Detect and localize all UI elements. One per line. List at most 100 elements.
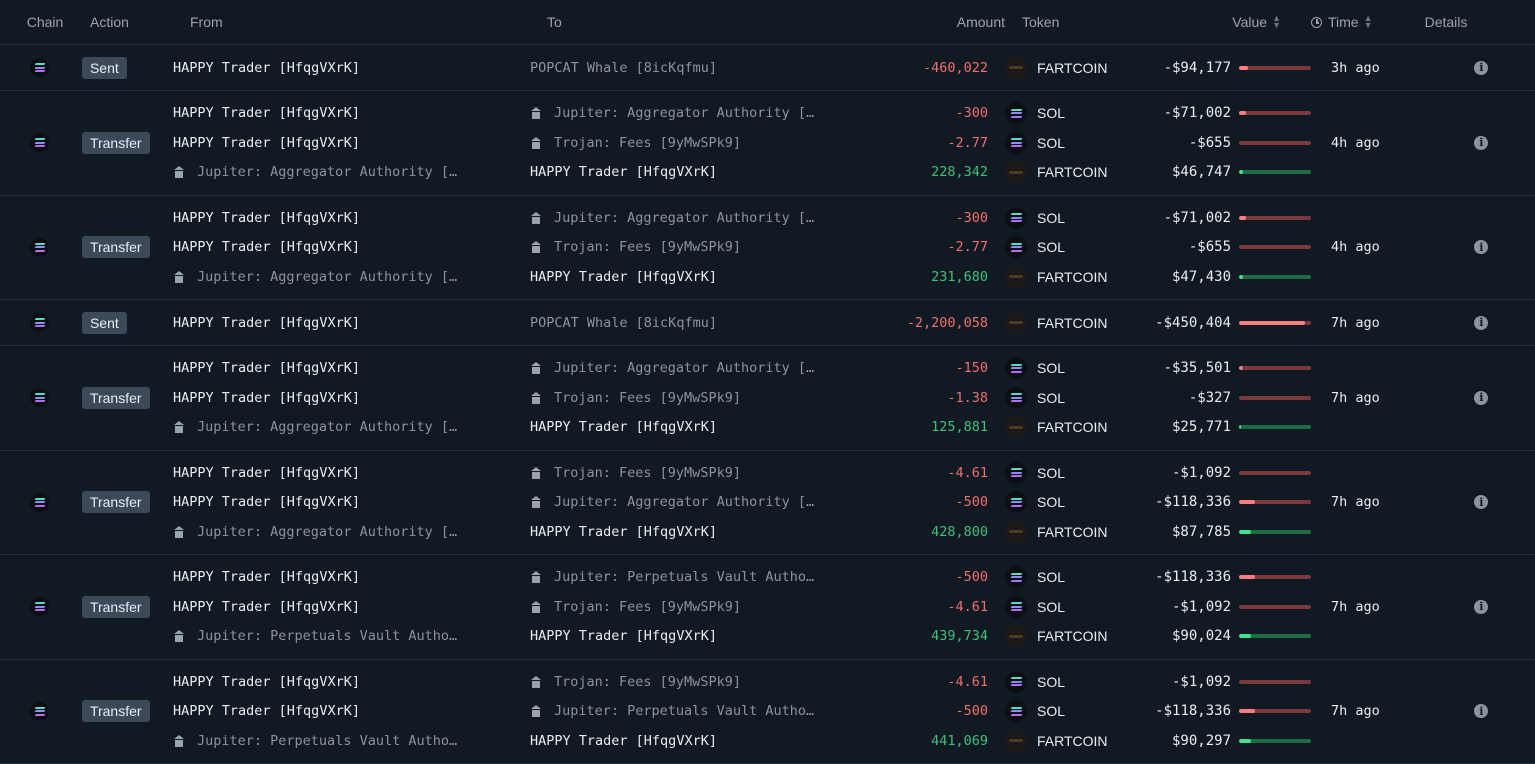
token[interactable]: SOL (988, 461, 1138, 484)
to-label[interactable]: HAPPY Trader [HfqgVXrK] (530, 419, 717, 436)
header-action[interactable]: Action (90, 14, 190, 30)
from-label[interactable]: Jupiter: Perpetuals Vault Autho… (197, 732, 458, 749)
token[interactable]: SOL (988, 566, 1138, 589)
to-label[interactable]: POPCAT Whale [8icKqfmu] (530, 314, 717, 331)
from-label[interactable]: HAPPY Trader [HfqgVXrK] (173, 239, 360, 256)
table-row[interactable]: Transfer HAPPY Trader [HfqgVXrK] Jupiter: … (0, 555, 1535, 660)
to-address[interactable]: HAPPY Trader [HfqgVXrK] (530, 269, 848, 285)
from-label[interactable]: HAPPY Trader [HfqgVXrK] (173, 209, 360, 226)
header-from[interactable]: From (190, 14, 547, 30)
to-address[interactable]: Jupiter: Perpetuals Vault Autho… (530, 703, 848, 719)
token[interactable]: SOL (988, 491, 1138, 514)
from-address[interactable]: HAPPY Trader [HfqgVXrK] (173, 674, 530, 690)
to-label[interactable]: Jupiter: Perpetuals Vault Autho… (554, 703, 815, 720)
from-label[interactable]: HAPPY Trader [HfqgVXrK] (173, 134, 360, 151)
from-address[interactable]: HAPPY Trader [HfqgVXrK] (173, 315, 530, 331)
to-address[interactable]: HAPPY Trader [HfqgVXrK] (530, 628, 848, 644)
from-address[interactable]: HAPPY Trader [HfqgVXrK] (173, 390, 530, 406)
to-label[interactable]: HAPPY Trader [HfqgVXrK] (530, 268, 717, 285)
from-address[interactable]: Jupiter: Perpetuals Vault Autho… (173, 628, 530, 644)
token[interactable]: FARTCOIN (988, 520, 1138, 543)
to-address[interactable]: Trojan: Fees [9yMwSPk9] (530, 239, 848, 255)
to-label[interactable]: Trojan: Fees [9yMwSPk9] (554, 134, 741, 151)
from-label[interactable]: HAPPY Trader [HfqgVXrK] (173, 703, 360, 720)
from-address[interactable]: Jupiter: Aggregator Authority [… (173, 164, 530, 180)
info-icon[interactable]: i (1474, 704, 1489, 719)
info-icon[interactable]: i (1474, 599, 1489, 614)
info-icon[interactable]: i (1474, 240, 1489, 255)
action-badge[interactable]: Transfer (81, 700, 150, 723)
to-label[interactable]: Jupiter: Perpetuals Vault Autho… (554, 569, 815, 586)
to-address[interactable]: HAPPY Trader [HfqgVXrK] (530, 419, 848, 435)
action-badge[interactable]: Transfer (81, 386, 150, 409)
to-address[interactable]: Jupiter: Aggregator Authority [… (530, 105, 848, 121)
token[interactable]: FARTCOIN (988, 311, 1138, 334)
to-address[interactable]: Jupiter: Perpetuals Vault Autho… (530, 569, 848, 585)
from-address[interactable]: HAPPY Trader [HfqgVXrK] (173, 239, 530, 255)
to-label[interactable]: Trojan: Fees [9yMwSPk9] (554, 598, 741, 615)
info-icon[interactable]: i (1474, 60, 1489, 75)
token[interactable]: SOL (988, 357, 1138, 380)
from-address[interactable]: HAPPY Trader [HfqgVXrK] (173, 210, 530, 226)
from-label[interactable]: HAPPY Trader [HfqgVXrK] (173, 105, 360, 122)
header-to[interactable]: To (547, 14, 865, 30)
from-address[interactable]: Jupiter: Aggregator Authority [… (173, 419, 530, 435)
sort-icon[interactable]: ▲ ▼ (1363, 13, 1373, 30)
from-address[interactable]: HAPPY Trader [HfqgVXrK] (173, 599, 530, 615)
token[interactable]: FARTCOIN (988, 416, 1138, 439)
table-row[interactable]: Transfer HAPPY Trader [HfqgVXrK] Jupiter: … (0, 196, 1535, 300)
to-label[interactable]: HAPPY Trader [HfqgVXrK] (530, 164, 717, 181)
to-address[interactable]: POPCAT Whale [8icKqfmu] (530, 60, 848, 76)
from-address[interactable]: Jupiter: Aggregator Authority [… (173, 524, 530, 540)
from-address[interactable]: HAPPY Trader [HfqgVXrK] (173, 135, 530, 151)
from-label[interactable]: Jupiter: Perpetuals Vault Autho… (197, 628, 458, 645)
from-label[interactable]: HAPPY Trader [HfqgVXrK] (173, 598, 360, 615)
to-label[interactable]: POPCAT Whale [8icKqfmu] (530, 59, 717, 76)
token[interactable]: FARTCOIN (988, 729, 1138, 752)
token[interactable]: FARTCOIN (988, 625, 1138, 648)
from-label[interactable]: HAPPY Trader [HfqgVXrK] (173, 464, 360, 481)
action-badge[interactable]: Sent (81, 311, 127, 334)
action-badge[interactable]: Transfer (81, 236, 150, 259)
token[interactable]: FARTCOIN (988, 265, 1138, 288)
to-label[interactable]: Jupiter: Aggregator Authority [… (554, 494, 815, 511)
to-label[interactable]: Jupiter: Aggregator Authority [… (554, 209, 815, 226)
table-row[interactable]: Transfer HAPPY Trader [HfqgVXrK] Trojan: F… (0, 660, 1535, 764)
action-badge[interactable]: Transfer (81, 131, 150, 154)
token[interactable]: FARTCOIN (988, 161, 1138, 184)
from-label[interactable]: HAPPY Trader [HfqgVXrK] (173, 494, 360, 511)
from-address[interactable]: HAPPY Trader [HfqgVXrK] (173, 60, 530, 76)
from-label[interactable]: Jupiter: Aggregator Authority [… (197, 419, 458, 436)
table-row[interactable]: Sent HAPPY Trader [HfqgVXrK] POPCAT Whale … (0, 45, 1535, 91)
action-badge[interactable]: Sent (81, 56, 127, 79)
info-icon[interactable]: i (1474, 135, 1489, 150)
to-label[interactable]: HAPPY Trader [HfqgVXrK] (530, 628, 717, 645)
to-address[interactable]: Jupiter: Aggregator Authority [… (530, 360, 848, 376)
token[interactable]: SOL (988, 131, 1138, 154)
from-address[interactable]: Jupiter: Aggregator Authority [… (173, 269, 530, 285)
token[interactable]: SOL (988, 206, 1138, 229)
token[interactable]: SOL (988, 236, 1138, 259)
from-address[interactable]: HAPPY Trader [HfqgVXrK] (173, 360, 530, 376)
action-badge[interactable]: Transfer (81, 595, 150, 618)
to-address[interactable]: Trojan: Fees [9yMwSPk9] (530, 390, 848, 406)
token[interactable]: SOL (988, 670, 1138, 693)
to-address[interactable]: HAPPY Trader [HfqgVXrK] (530, 164, 848, 180)
token[interactable]: SOL (988, 102, 1138, 125)
to-address[interactable]: HAPPY Trader [HfqgVXrK] (530, 524, 848, 540)
from-address[interactable]: HAPPY Trader [HfqgVXrK] (173, 105, 530, 121)
to-label[interactable]: HAPPY Trader [HfqgVXrK] (530, 732, 717, 749)
header-value[interactable]: Value ▲ ▼ (1155, 14, 1281, 31)
from-address[interactable]: HAPPY Trader [HfqgVXrK] (173, 569, 530, 585)
header-chain[interactable]: Chain (0, 14, 90, 30)
info-icon[interactable]: i (1474, 390, 1489, 405)
from-address[interactable]: HAPPY Trader [HfqgVXrK] (173, 465, 530, 481)
token[interactable]: SOL (988, 700, 1138, 723)
from-address[interactable]: HAPPY Trader [HfqgVXrK] (173, 703, 530, 719)
from-label[interactable]: Jupiter: Aggregator Authority [… (197, 523, 458, 540)
to-address[interactable]: Trojan: Fees [9yMwSPk9] (530, 674, 848, 690)
from-address[interactable]: HAPPY Trader [HfqgVXrK] (173, 494, 530, 510)
from-address[interactable]: Jupiter: Perpetuals Vault Autho… (173, 733, 530, 749)
from-label[interactable]: HAPPY Trader [HfqgVXrK] (173, 59, 360, 76)
token[interactable]: SOL (988, 386, 1138, 409)
